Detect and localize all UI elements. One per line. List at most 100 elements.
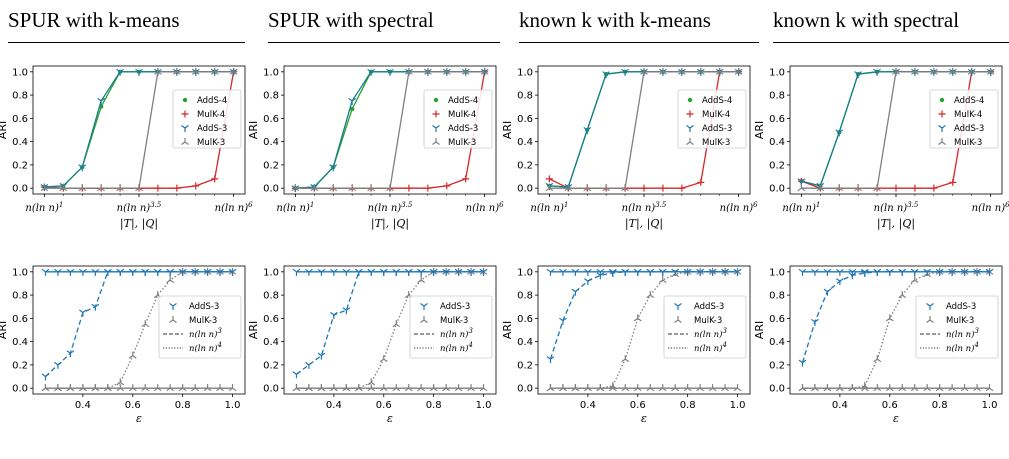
chart-r0-c2: 0.0 0.2 0.4 0.6 0.8 1.0 ARI n(ln n)1 n(ln n)3.5 n… bbox=[501, 65, 758, 231]
point-AddS-3-top bbox=[671, 268, 680, 276]
x-tick-label: 0.6 bbox=[882, 400, 898, 411]
legend-marker-AddS-3 bbox=[420, 303, 428, 310]
point-AddS-3-top bbox=[584, 268, 592, 276]
point-AddS-3-top bbox=[646, 268, 655, 276]
legend-marker-MulK-3 bbox=[181, 138, 189, 145]
point-AddS-3 bbox=[854, 71, 862, 79]
point-MulK-3-bottom bbox=[91, 384, 100, 392]
point-MulK-3-bottom bbox=[621, 384, 630, 392]
point-MulK-4 bbox=[697, 178, 705, 186]
y-tick-label: 0.2 bbox=[769, 160, 785, 171]
point-MulK-4 bbox=[462, 175, 470, 183]
legend-label-3: MulK-3 bbox=[954, 138, 982, 148]
point-AddS-3-top bbox=[708, 268, 717, 276]
y-tick-label: 1.0 bbox=[263, 267, 279, 278]
y-tick-label: 0.6 bbox=[517, 314, 533, 325]
point-MulK-3-bottom bbox=[571, 384, 580, 392]
legend-label-0: AddS-4 bbox=[197, 96, 227, 106]
point-AddS-3 bbox=[305, 361, 313, 369]
point-AddS-3-top bbox=[367, 268, 376, 276]
point-AddS-3 bbox=[91, 303, 100, 311]
plot-frame bbox=[32, 265, 246, 395]
y-tick-label: 0.2 bbox=[12, 160, 28, 171]
x-tick-label: 0.4 bbox=[75, 400, 91, 411]
point-AddS-3-top bbox=[923, 268, 932, 276]
point-AddS-3-top bbox=[203, 268, 212, 276]
y-tick-label: 0.6 bbox=[769, 314, 785, 325]
point-AddS-3 bbox=[811, 318, 819, 326]
y-tick-label: 0.0 bbox=[263, 184, 279, 195]
point-MulK-4 bbox=[892, 184, 900, 192]
x-axis-label: ε bbox=[893, 412, 899, 425]
point-AddS-3-top bbox=[696, 268, 704, 276]
legend-label-0: AddS-4 bbox=[448, 96, 478, 106]
point-AddS-3 bbox=[583, 127, 592, 134]
point-MulK-3-bottom bbox=[935, 384, 944, 392]
point-AddS-3-top bbox=[571, 268, 580, 276]
y-tick-label: 0.2 bbox=[263, 160, 279, 171]
point-MulK-3 bbox=[166, 275, 175, 283]
point-AddS-3-top bbox=[166, 268, 175, 276]
col-title-1: SPUR with spectral bbox=[268, 8, 434, 32]
point-MulK-3 bbox=[633, 314, 642, 322]
x-tick-label: n(ln n)3.5 bbox=[874, 201, 919, 214]
legend-marker-AddS-3 bbox=[938, 125, 946, 132]
y-tick-label: 0.4 bbox=[263, 137, 279, 148]
point-AddS-3-top bbox=[79, 268, 87, 276]
point-MulK-3-bottom bbox=[873, 384, 882, 392]
point-MulK-3 bbox=[116, 184, 124, 192]
legend-box bbox=[929, 89, 999, 149]
y-tick-label: 0.2 bbox=[263, 360, 279, 371]
y-tick-label: 0.0 bbox=[769, 384, 785, 395]
y-tick-label: 1.0 bbox=[517, 267, 533, 278]
col-rule-2 bbox=[519, 42, 759, 43]
point-MulK-3 bbox=[948, 67, 957, 75]
y-tick-label: 0.6 bbox=[769, 114, 785, 125]
point-AddS-3 bbox=[836, 278, 844, 286]
legend-label-2: n(ln n)3 bbox=[440, 327, 473, 340]
legend-label-3: MulK-3 bbox=[448, 138, 476, 148]
legend-box bbox=[423, 89, 493, 149]
legend-label-3: MulK-3 bbox=[702, 138, 730, 148]
point-AddS-3 bbox=[116, 68, 124, 76]
point-AddS-3-top bbox=[823, 268, 832, 276]
point-MulK-3-bottom bbox=[54, 384, 62, 392]
x-tick-label: 0.4 bbox=[580, 400, 596, 411]
point-MulK-3 bbox=[659, 67, 667, 75]
legend-marker-AddS-3 bbox=[181, 125, 189, 132]
point-AddS-3-top bbox=[960, 268, 969, 276]
y-tick-label: 0.6 bbox=[12, 114, 28, 125]
point-MulK-3-bottom bbox=[683, 384, 692, 392]
point-MulK-3 bbox=[621, 184, 629, 192]
legend-label-1: MulK-3 bbox=[440, 316, 468, 326]
point-MulK-3 bbox=[348, 184, 356, 192]
point-AddS-3-top bbox=[330, 268, 338, 276]
legend-box bbox=[158, 295, 242, 359]
point-MulK-3-bottom bbox=[910, 384, 919, 392]
x-tick-label: n(ln n)6 bbox=[972, 201, 1009, 214]
point-AddS-3-top bbox=[479, 268, 488, 276]
point-MulK-3 bbox=[424, 67, 432, 75]
point-AddS-3-top bbox=[392, 268, 401, 276]
point-MulK-3 bbox=[854, 184, 862, 192]
legend-label-3: MulK-3 bbox=[197, 138, 225, 148]
point-AddS-3-top bbox=[596, 268, 605, 276]
x-tick-label: n(ln n)3.5 bbox=[117, 201, 162, 214]
point-MulK-3 bbox=[734, 67, 743, 75]
point-MulK-3-bottom bbox=[848, 384, 857, 392]
point-AddS-3-top bbox=[66, 268, 75, 276]
chart-r0-c3: 0.0 0.2 0.4 0.6 0.8 1.0 ARI n(ln n)1 n(ln n)3.5 n… bbox=[753, 65, 1009, 231]
legend-marker-MulK-3 bbox=[420, 316, 428, 323]
point-MulK-3 bbox=[816, 184, 825, 192]
point-AddS-3 bbox=[546, 356, 555, 364]
point-MulK-3-bottom bbox=[191, 384, 199, 392]
point-MulK-3 bbox=[173, 67, 181, 75]
point-MulK-3-bottom bbox=[898, 384, 907, 392]
y-tick-label: 0.4 bbox=[12, 337, 28, 348]
x-tick-label: n(ln n)1 bbox=[782, 201, 820, 214]
x-axis-label: ε bbox=[387, 412, 393, 425]
x-tick-label: n(ln n)6 bbox=[215, 201, 254, 214]
point-MulK-3-bottom bbox=[305, 384, 313, 392]
point-AddS-3 bbox=[798, 359, 807, 367]
